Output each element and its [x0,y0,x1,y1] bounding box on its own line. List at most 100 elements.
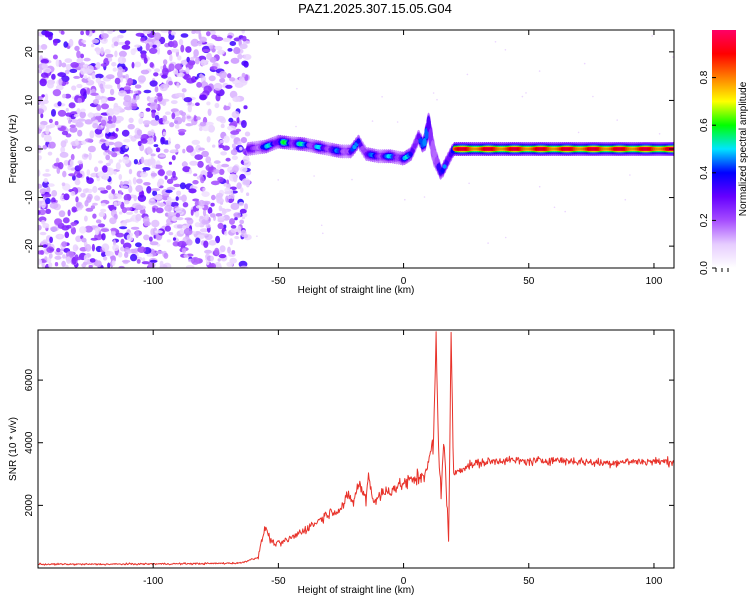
noise-speckle [181,88,187,93]
noise-speckle [149,80,158,87]
noise-speckle [230,57,240,64]
noise-speckle [100,208,107,213]
noise-speckle [193,173,198,177]
noise-speckle [123,193,132,202]
noise-speckle [113,170,117,175]
noise-speckle [107,151,114,155]
spectrogram-y-label: Frequency (Hz) [8,115,19,184]
noise-speckle [165,189,173,193]
noise-speckle [237,141,242,146]
noise-speckle [180,59,188,66]
noise-speckle [133,90,139,94]
noise-speckle [97,187,106,191]
colorbar-tick-label: 0.0 [699,261,710,275]
noise-speckle [131,61,135,69]
noise-speckle [159,260,164,267]
noise-speckle [130,226,140,230]
noise-speckle [45,168,50,173]
noise-speckle [162,64,167,71]
noise-speckle [112,115,117,124]
noise-speckle [651,35,653,37]
noise-speckle [202,187,206,192]
noise-speckle [170,100,178,105]
noise-speckle [120,222,128,227]
noise-speckle [209,262,216,268]
noise-speckle [208,45,214,50]
noise-speckle [49,123,56,128]
noise-speckle [170,198,178,203]
noise-speckle [75,121,84,128]
noise-speckle [231,155,238,161]
y-tick-label: 20 [24,46,35,58]
noise-speckle [121,57,127,63]
noise-speckle [100,33,109,39]
noise-speckle [244,203,248,210]
y-tick-label: 4000 [24,431,35,454]
noise-speckle [140,37,146,42]
noise-speckle [219,245,226,253]
noise-speckle [65,224,73,229]
noise-speckle [208,240,217,246]
noise-speckle [230,202,240,210]
noise-speckle [162,131,167,136]
noise-speckle [230,149,238,156]
noise-speckle [229,41,237,46]
noise-speckle [99,83,104,90]
noise-speckle [177,128,187,133]
y-tick-label: 10 [24,94,35,106]
noise-speckle [175,196,179,201]
noise-speckle [52,54,58,60]
noise-speckle [87,112,94,119]
noise-speckle [182,161,187,167]
noise-speckle [75,256,82,261]
noise-speckle [236,116,240,124]
noise-speckle [81,39,87,44]
noise-speckle [100,228,110,233]
noise-speckle [149,197,155,202]
noise-speckle [55,157,60,164]
noise-speckle [54,255,62,260]
noise-speckle [60,140,67,148]
noise-speckle [143,57,148,64]
noise-speckle [166,178,174,184]
ridge-segment [442,164,447,169]
noise-speckle [169,149,179,153]
noise-speckle [436,98,438,101]
noise-speckle [113,41,119,47]
noise-speckle [174,143,181,150]
y-tick-label: 2000 [24,494,35,517]
noise-speckle [132,177,137,185]
noise-speckle [211,34,218,40]
noise-speckle [295,125,297,128]
noise-speckle [241,178,251,186]
snr-background [38,330,674,568]
noise-speckle [177,55,182,61]
colorbar: 0.0 0.2 0.4 0.6 0.8 Normalized spectral ampl… [699,30,749,275]
noise-speckle [51,190,58,197]
noise-speckle [176,190,182,196]
noise-speckle [84,138,94,143]
ridge-segment [436,163,441,171]
noise-speckle [180,44,185,53]
ridge-segment [444,160,449,165]
noise-speckle [199,228,209,233]
noise-speckle [40,240,48,246]
noise-speckle [178,38,184,46]
noise-speckle [423,196,426,198]
noise-speckle [179,228,184,235]
noise-speckle [125,145,129,149]
noise-speckle [220,123,225,129]
noise-speckle [553,206,556,209]
noise-speckle [40,44,48,50]
noise-speckle [41,132,45,138]
noise-speckle [86,169,91,176]
noise-speckle [154,86,159,93]
noise-speckle [105,162,111,167]
noise-speckle [150,155,154,163]
noise-speckle [224,230,228,236]
noise-speckle [61,62,67,68]
noise-speckle [64,231,70,239]
colorbar-label: Normalized spectral amplitude [738,81,749,216]
noise-speckle [70,153,75,161]
noise-speckle [107,167,111,172]
